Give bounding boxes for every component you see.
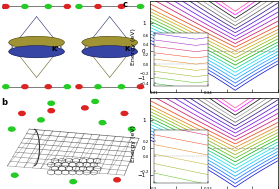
Circle shape [22,85,28,89]
Circle shape [137,85,143,89]
Circle shape [3,5,9,9]
Circle shape [121,111,128,115]
Text: c: c [122,0,128,9]
Circle shape [64,5,70,9]
Ellipse shape [9,36,64,49]
Circle shape [48,101,54,105]
Ellipse shape [9,46,64,58]
Circle shape [11,173,18,177]
Y-axis label: Energy (eV): Energy (eV) [131,125,136,162]
Polygon shape [82,36,110,77]
Circle shape [118,5,124,9]
Circle shape [19,111,25,115]
Circle shape [48,109,54,113]
Circle shape [128,127,135,131]
Circle shape [95,85,101,89]
Text: K': K' [51,46,59,52]
Polygon shape [110,17,138,58]
Circle shape [99,121,106,125]
Circle shape [38,118,44,122]
Circle shape [92,99,98,103]
Polygon shape [110,36,138,77]
Polygon shape [37,17,64,58]
Circle shape [45,85,51,89]
Ellipse shape [82,36,138,49]
Text: b: b [1,98,8,107]
Polygon shape [9,17,37,58]
Ellipse shape [82,46,138,58]
Circle shape [118,85,124,89]
Circle shape [76,5,82,9]
Circle shape [8,127,15,131]
Circle shape [114,178,120,182]
Circle shape [64,85,70,89]
Circle shape [45,5,51,9]
Circle shape [22,5,28,9]
Circle shape [76,85,82,89]
Polygon shape [9,36,37,77]
Circle shape [70,180,76,184]
Text: K: K [124,46,130,52]
Text: a: a [1,2,7,11]
Circle shape [95,5,101,9]
Circle shape [3,85,9,89]
Circle shape [137,5,143,9]
Polygon shape [82,17,110,58]
Polygon shape [37,36,64,77]
Circle shape [82,106,88,110]
Y-axis label: Energy (eV): Energy (eV) [131,28,136,65]
